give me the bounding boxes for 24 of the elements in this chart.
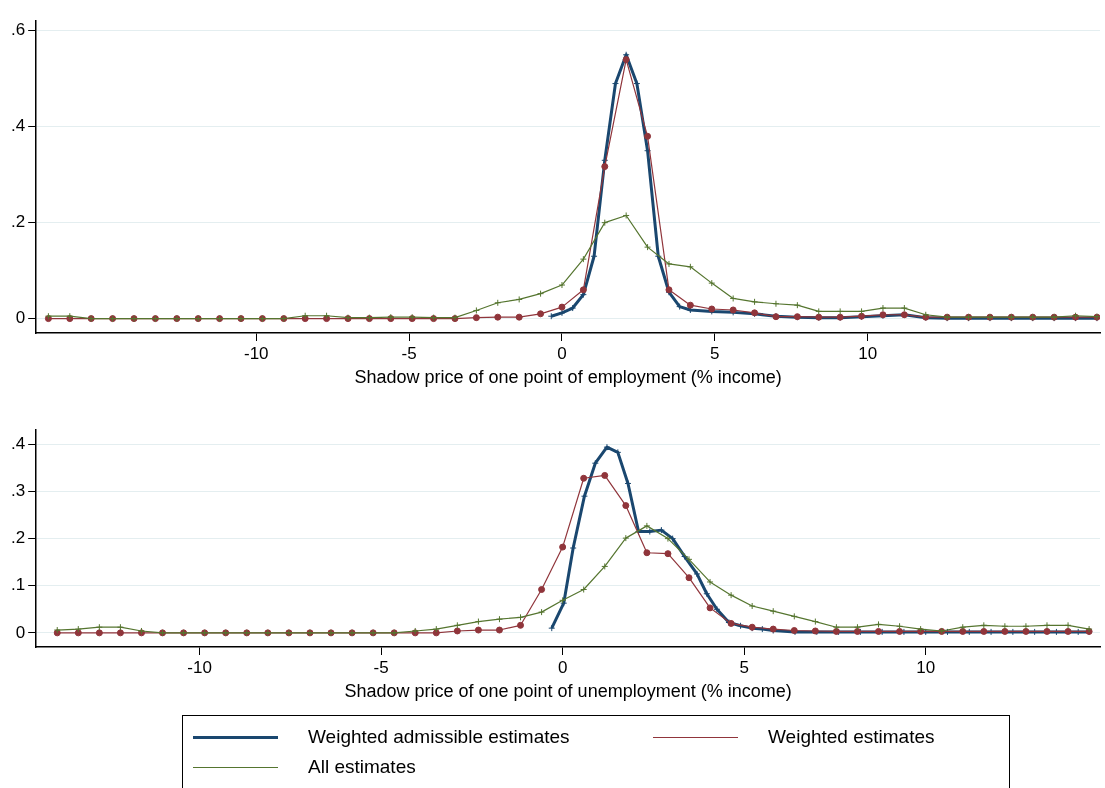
y-tick-label: 0 — [15, 308, 26, 328]
legend-label: Weighted estimates — [768, 726, 935, 748]
x-tick-label: 10 — [916, 657, 936, 677]
legend-label: All estimates — [308, 756, 416, 778]
x-axis-title: Shadow price of one point of unemployment (% income) — [344, 681, 792, 702]
y-tick-label: .4 — [10, 434, 26, 454]
x-axis-title: Shadow price of one point of employment (% income) — [354, 367, 782, 388]
y-tick-label: 0 — [15, 622, 26, 642]
x-tick-label: 0 — [557, 343, 567, 363]
y-tick-label: .1 — [10, 575, 26, 595]
x-tick-label: -10 — [243, 343, 269, 363]
y-tick-label: .4 — [10, 116, 26, 136]
legend-label: Weighted admissible estimates — [308, 726, 570, 748]
x-tick-label: 5 — [710, 343, 720, 363]
y-tick-label: .6 — [10, 20, 26, 40]
y-tick-label: .3 — [10, 481, 26, 501]
x-tick-label: -5 — [373, 657, 389, 677]
x-tick-label: 10 — [858, 343, 878, 363]
y-tick-label: .2 — [10, 212, 26, 232]
x-tick-label: -5 — [401, 343, 417, 363]
x-tick-label: 0 — [557, 657, 568, 677]
y-tick-label: .2 — [10, 528, 26, 548]
x-tick-label: 5 — [739, 657, 749, 677]
x-tick-label: -10 — [187, 657, 212, 677]
